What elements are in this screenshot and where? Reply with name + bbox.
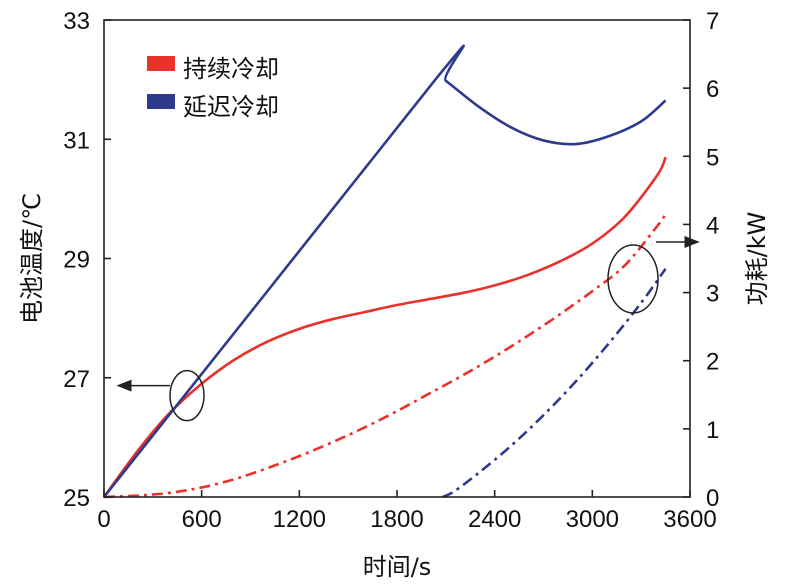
legend-swatch-continuous-cooling xyxy=(147,56,175,71)
series-line-3 xyxy=(442,267,667,499)
plot-frame xyxy=(103,19,691,498)
legend-label-delayed-cooling: 延迟冷却 xyxy=(183,93,279,121)
y-right-tick-label: 1 xyxy=(706,417,719,444)
y-axis-left-title: 电池温度/℃ xyxy=(18,193,46,324)
y-left-tick-label: 27 xyxy=(63,366,90,393)
series-line-0 xyxy=(102,156,667,498)
annotation-layer xyxy=(116,235,700,422)
tick-layer: 0 600 1200 1800 2400 3000 3600 25 27 29 31 33 0 1 2 3 4 5… xyxy=(63,8,719,533)
y-left-tick-label: 29 xyxy=(63,247,90,274)
y-left-tick-label: 33 xyxy=(63,8,90,35)
x-tick-label: 2400 xyxy=(468,506,521,533)
x-tick-label: 3600 xyxy=(663,506,716,533)
y-right-tick-label: 2 xyxy=(706,349,719,376)
y-left-tick-label: 25 xyxy=(63,485,90,512)
x-tick-label: 600 xyxy=(182,506,222,533)
legend-label-continuous-cooling: 持续冷却 xyxy=(183,55,279,83)
y-right-tick-label: 6 xyxy=(706,76,719,103)
legend: 持续冷却 延迟冷却 xyxy=(147,55,279,121)
x-axis-title: 时间/s xyxy=(363,553,432,581)
series-line-2 xyxy=(103,213,667,499)
y-right-tick-label: 5 xyxy=(706,144,719,171)
annotation-ellipse-0 xyxy=(169,369,205,422)
x-tick-label: 1800 xyxy=(370,506,423,533)
x-tick-label: 0 xyxy=(97,506,110,533)
y-left-tick-label: 31 xyxy=(63,127,90,154)
y-right-tick-label: 4 xyxy=(706,212,719,239)
x-tick-label: 3000 xyxy=(566,506,619,533)
series-line-1 xyxy=(102,44,667,498)
x-tick-label: 1200 xyxy=(273,506,326,533)
y-right-tick-label: 7 xyxy=(706,8,719,35)
y-right-tick-label: 3 xyxy=(706,281,719,308)
annotation-ellipse-1 xyxy=(607,244,659,314)
y-right-tick-label: 0 xyxy=(706,485,719,512)
legend-swatch-delayed-cooling xyxy=(147,94,175,109)
y-axis-right-title: 功耗/kW xyxy=(743,212,771,306)
